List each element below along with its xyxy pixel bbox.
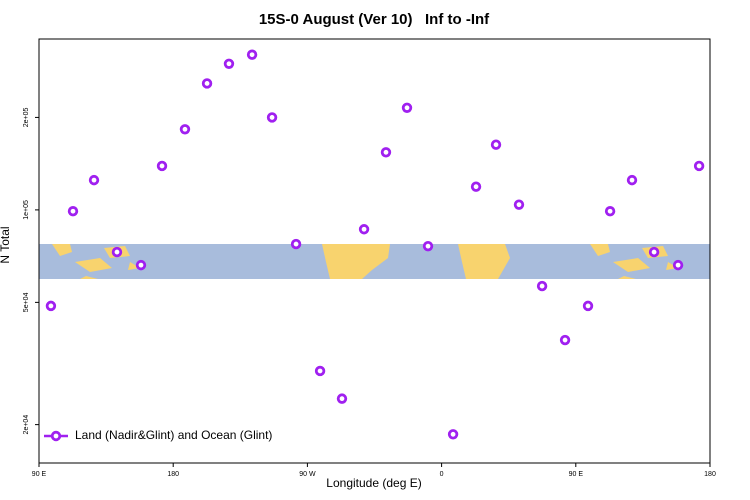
y-axis-label: N Total xyxy=(0,226,12,263)
point xyxy=(290,238,302,250)
x-tick-label: 180 xyxy=(167,471,179,478)
point xyxy=(648,246,660,258)
x-tick-label: 0 xyxy=(440,471,444,478)
point xyxy=(201,78,213,89)
point xyxy=(88,174,100,186)
land xyxy=(458,244,510,279)
point xyxy=(536,280,548,292)
plot-frame xyxy=(38,38,711,464)
legend-marker xyxy=(50,430,62,442)
point xyxy=(470,181,482,192)
point xyxy=(626,174,638,186)
point xyxy=(156,160,168,172)
x-tick-label: 90 E xyxy=(32,471,47,478)
point xyxy=(582,300,594,312)
point xyxy=(67,206,79,217)
point xyxy=(693,160,705,172)
point xyxy=(111,246,123,258)
y-tick-label: 2e+05 xyxy=(23,107,30,127)
point xyxy=(513,199,525,210)
point xyxy=(246,49,258,60)
point xyxy=(672,259,684,271)
point xyxy=(490,139,502,150)
point xyxy=(358,224,370,235)
point xyxy=(45,300,57,312)
point xyxy=(447,429,459,440)
legend-label: Land (Nadir&Glint) and Ocean (Glint) xyxy=(75,428,272,442)
map-strip xyxy=(39,244,710,279)
point xyxy=(266,112,278,123)
x-tick-label: 180 xyxy=(704,471,716,478)
point xyxy=(135,259,147,271)
x-tick-label: 90 W xyxy=(299,471,316,478)
land xyxy=(322,244,390,279)
y-tick-label: 2e+04 xyxy=(23,415,30,435)
point xyxy=(559,334,571,346)
point xyxy=(314,365,326,377)
y-tick-label: 1e+05 xyxy=(23,200,30,220)
point xyxy=(179,124,191,135)
point xyxy=(380,147,392,158)
point xyxy=(336,393,348,404)
point xyxy=(422,240,434,252)
point xyxy=(223,58,235,69)
point xyxy=(604,206,616,217)
x-tick-label: 90 E xyxy=(569,471,584,478)
y-tick-label: 5e+04 xyxy=(23,292,30,312)
chart-title: 15S-0 August (Ver 10) Inf to -Inf xyxy=(259,11,490,28)
point xyxy=(401,102,413,113)
x-axis-label: Longitude (deg E) xyxy=(326,476,421,490)
